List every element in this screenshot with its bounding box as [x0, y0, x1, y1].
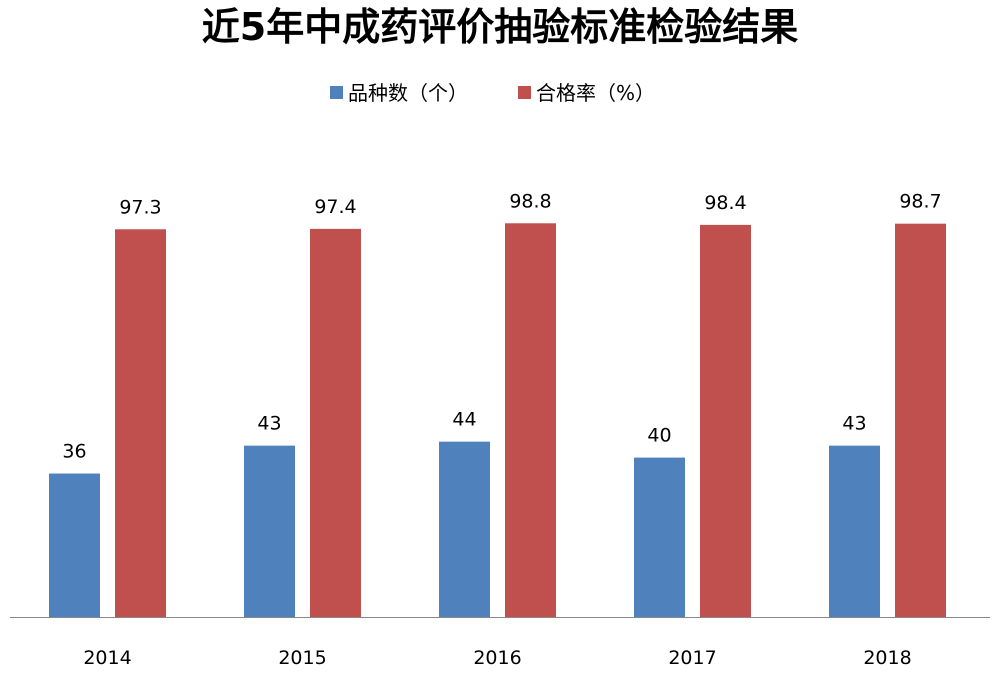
data-label-series-1-2015: 43	[257, 413, 281, 435]
x-tick-label-2016: 2016	[473, 647, 521, 669]
legend-label-series-2: 合格率（%）	[536, 81, 655, 105]
data-label-series-2-2014: 97.3	[119, 196, 161, 218]
bar-series-1-2014	[49, 473, 100, 617]
x-tick-label-2017: 2017	[668, 647, 716, 669]
bar-series-2-2014	[115, 229, 166, 617]
data-label-series-1-2016: 44	[452, 409, 476, 431]
plot-area: 36 43 44 40 43 97.3 97.4 98.8 98.4 98.7 2014 2015 20…	[10, 190, 990, 669]
data-label-series-1-2017: 40	[647, 425, 671, 447]
x-tick-label-2018: 2018	[863, 647, 911, 669]
bar-series-2-2018	[895, 223, 946, 618]
legend-swatch-series-1	[330, 86, 343, 99]
legend-label-series-1: 品种数（个）	[348, 81, 468, 105]
bar-series-1-2018	[829, 445, 880, 617]
bar-series-2-2017	[700, 224, 751, 617]
bar-series-2-2015	[310, 228, 361, 617]
data-label-series-2-2018: 98.7	[899, 191, 941, 213]
bar-series-1-2016	[439, 441, 490, 617]
legend-swatch-series-2	[518, 86, 531, 99]
data-label-series-2-2015: 97.4	[314, 196, 356, 218]
bar-series-2-2016	[505, 223, 556, 618]
bar-series-1-2017	[634, 457, 685, 617]
data-label-series-2-2016: 98.8	[509, 190, 551, 212]
data-label-series-1-2014: 36	[62, 441, 86, 463]
bar-series-1-2015	[244, 445, 295, 617]
data-label-series-1-2018: 43	[842, 413, 866, 435]
legend: 品种数（个） 合格率（%）	[330, 81, 655, 105]
chart-title: 近5年中成药评价抽验标准检验结果	[202, 5, 798, 49]
data-label-series-2-2017: 98.4	[704, 192, 746, 214]
x-tick-label-2015: 2015	[278, 647, 326, 669]
x-tick-label-2014: 2014	[83, 647, 131, 669]
